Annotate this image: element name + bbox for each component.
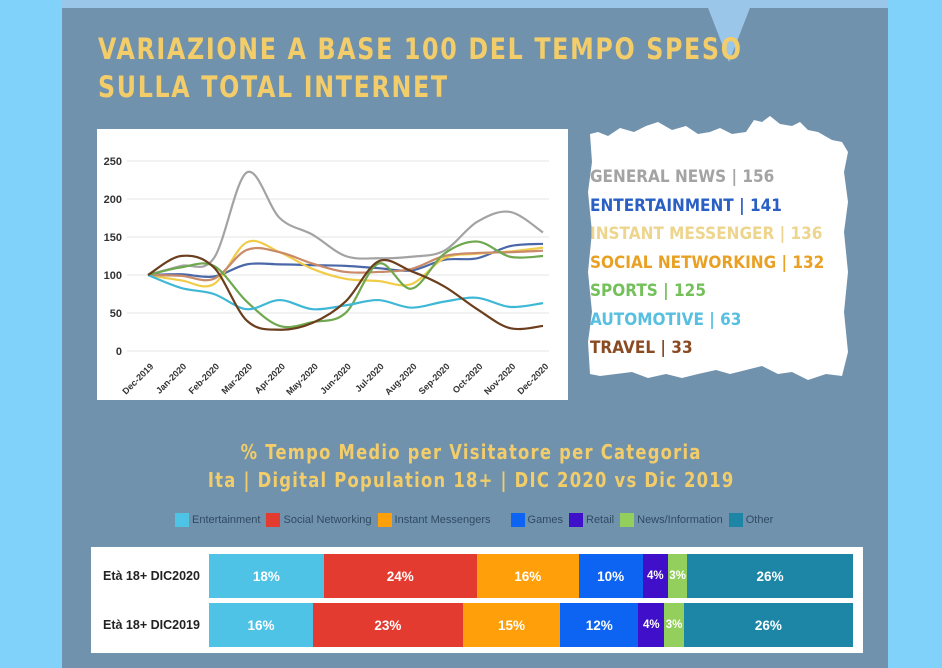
legend-social-networking: SOCIAL NETWORKING | 132 xyxy=(590,252,825,273)
legend-swatch xyxy=(569,513,583,527)
bar-legend-item: Social Networking xyxy=(266,513,372,527)
bar-legend-item: News/Information xyxy=(620,513,723,527)
bar-legend-item: Other xyxy=(728,513,774,527)
bar-segment-social-networking: 24% xyxy=(323,554,477,598)
bar-row-label: Età 18+ DIC2020 xyxy=(103,569,200,583)
x-tick-label: Apr-2020 xyxy=(253,361,287,395)
x-tick-label: Feb-2020 xyxy=(187,361,222,396)
series-legend-list: GENERAL NEWS | 156 ENTERTAINMENT | 141 I… xyxy=(590,163,850,363)
bar-legend-item: Instant Messengers xyxy=(377,513,491,527)
torn-paper-shape xyxy=(588,116,848,380)
bar-segment-news-information: 3% xyxy=(668,554,688,598)
bar-segment-entertainment: 18% xyxy=(209,554,324,598)
bar-track: 18% 24% 16% 10% 4% 3% 26% xyxy=(209,554,853,598)
x-tick-label: Dec-2020 xyxy=(515,361,550,396)
x-tick-label: Dec-2019 xyxy=(120,361,155,396)
bar-segment-games: 12% xyxy=(560,603,639,647)
torn-paper-legend xyxy=(586,112,850,382)
legend-label: Social Networking xyxy=(283,514,372,526)
section2-title-line2: Ita | Digital Population 18+ | DIC 2020 … xyxy=(0,468,942,492)
bar-segment-other: 26% xyxy=(687,554,853,598)
main-title-line2: SULLA TOTAL INTERNET xyxy=(98,70,449,104)
legend-general-news: GENERAL NEWS | 156 xyxy=(590,167,775,187)
legend-label: Entertainment xyxy=(192,514,261,526)
x-tick-label: Aug-2020 xyxy=(383,361,419,397)
legend-instant-messenger: INSTANT MESSENGER | 136 xyxy=(590,224,823,244)
series-line-automotive xyxy=(147,273,544,311)
legend-entertainment: ENTERTAINMENT | 141 xyxy=(590,195,782,216)
bar-track: 16% 23% 15% 12% 4% 3% 26% xyxy=(209,603,853,647)
x-tick-label: Mar-2020 xyxy=(219,361,254,396)
bar-segment-social-networking: 23% xyxy=(313,603,463,647)
bar-row-2020: Età 18+ DIC2020 18% 24% 16% 10% 4% 3% 26% xyxy=(91,554,863,598)
y-tick-label: 50 xyxy=(110,308,122,320)
y-tick-label: 150 xyxy=(104,232,122,244)
section2-title-line1-text: % Tempo Medio per Visitatore per Categor… xyxy=(240,440,702,464)
bar-segment-instant-messengers: 15% xyxy=(462,603,561,647)
series-line-entertainment xyxy=(147,242,544,279)
bar-segment-entertainment: 16% xyxy=(209,603,314,647)
line-chart: 0 50 100 150 200 250 Dec-2019 Jan-2020 Feb-2020 M… xyxy=(97,129,568,400)
legend-label: News/Information xyxy=(637,514,723,526)
main-title: VARIAZIONE A BASE 100 DEL TEMPO SPESO SU… xyxy=(98,30,743,106)
x-tick-label: Nov-2020 xyxy=(482,361,517,396)
bar-segment-news-information: 3% xyxy=(664,603,684,647)
legend-swatch xyxy=(377,513,392,527)
top-notch-decoration xyxy=(705,0,753,62)
y-tick-label: 100 xyxy=(104,270,122,282)
legend-swatch xyxy=(510,513,525,527)
bar-segment-instant-messengers: 16% xyxy=(476,554,579,598)
bar-legend-item: Entertainment xyxy=(175,513,260,527)
legend-sports: SPORTS | 125 xyxy=(590,281,706,301)
series-line-social-networking xyxy=(147,246,544,282)
bar-segment-retail: 4% xyxy=(642,554,669,598)
legend-label: Games xyxy=(527,514,563,526)
x-tick-label: Oct-2020 xyxy=(451,361,485,395)
x-tick-label: Jun-2020 xyxy=(318,361,353,396)
legend-label: Instant Messengers xyxy=(394,514,491,526)
legend-travel: TRAVEL | 33 xyxy=(590,338,693,358)
legend-automotive: AUTOMOTIVE | 63 xyxy=(590,309,742,330)
main-title-line1: VARIAZIONE A BASE 100 DEL TEMPO SPESO xyxy=(98,32,743,66)
section2-title-line2-text: Ita | Digital Population 18+ | DIC 2020 … xyxy=(207,468,735,492)
legend-swatch xyxy=(175,513,189,527)
x-tick-label: Sep-2020 xyxy=(417,361,452,396)
series-line-travel xyxy=(147,254,544,331)
section2-title-line1: % Tempo Medio per Visitatore per Categor… xyxy=(0,440,942,464)
legend-label: Retail xyxy=(586,514,615,526)
bar-row-label: Età 18+ DIC2019 xyxy=(103,618,200,632)
series-line-general-news xyxy=(147,170,544,277)
bar-legend-item: Games xyxy=(510,513,563,527)
x-tick-label: Jul-2020 xyxy=(353,361,386,394)
top-bar xyxy=(62,0,888,8)
bar-legend-item: Retail xyxy=(569,513,614,527)
x-tick-label: Jan-2020 xyxy=(154,361,188,395)
y-tick-label: 250 xyxy=(104,156,122,168)
legend-swatch xyxy=(620,513,635,527)
x-tick-label: May-2020 xyxy=(284,361,320,397)
y-tick-label: 200 xyxy=(104,194,122,206)
bar-segment-other: 26% xyxy=(683,603,853,647)
line-chart-svg: 050100150200250Dec-2019Jan-2020Feb-2020M… xyxy=(104,156,551,397)
legend-swatch xyxy=(728,513,743,527)
bar-row-2019: Età 18+ DIC2019 16% 23% 15% 12% 4% 3% 26% xyxy=(91,603,863,647)
legend-swatch xyxy=(266,513,281,527)
bar-segment-retail: 4% xyxy=(638,603,665,647)
bar-segment-games: 10% xyxy=(578,554,643,598)
bar-chart-legend: Entertainment Social Networking Instant Me… xyxy=(175,513,779,527)
y-tick-label: 0 xyxy=(116,346,122,358)
legend-label: Other xyxy=(745,514,774,526)
stacked-bar-chart: Età 18+ DIC2020 18% 24% 16% 10% 4% 3% 26% Età … xyxy=(91,547,863,653)
